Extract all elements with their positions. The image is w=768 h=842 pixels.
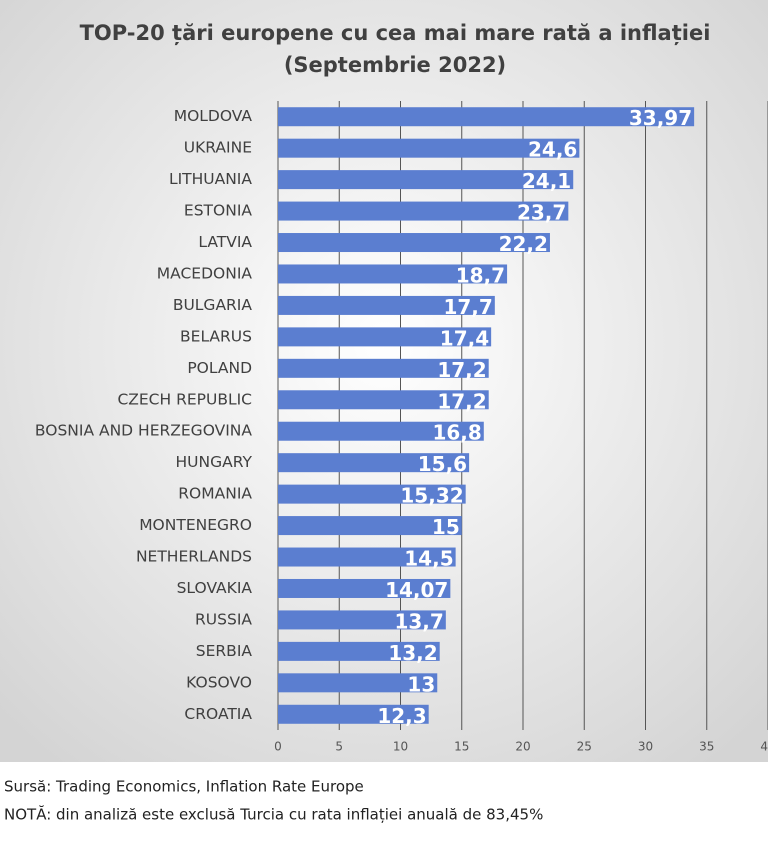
chart-title: TOP-20 țări europene cu cea mai mare rat… [80,21,711,46]
bar [278,516,462,536]
value-label: 17,2 [437,389,486,413]
x-tick-label: 40 [760,740,768,754]
y-tick-label: LATVIA [198,233,252,251]
x-tick-label: 0 [274,740,282,754]
bar [278,641,440,661]
y-tick-label: BOSNIA AND HERZEGOVINA [35,422,252,440]
bar [278,453,470,473]
y-tick-label: ESTONIA [184,202,252,220]
y-tick-label: MOLDOVA [174,107,253,125]
value-label: 24,6 [528,138,577,162]
value-label: 13,7 [394,609,443,633]
x-tick-label: 10 [393,740,408,754]
value-label: 13,2 [388,641,437,665]
value-label: 22,2 [499,232,548,256]
bar [278,107,695,127]
value-label: 14,5 [404,547,453,571]
value-label: 15,32 [400,484,463,508]
footnote: NOTĂ: din analiză este exclusă Turcia cu… [4,805,543,824]
value-label: 16,8 [432,421,481,445]
y-tick-label: BELARUS [180,327,252,345]
y-tick-label: BULGARIA [173,296,253,314]
y-tick-label: HUNGARY [176,453,253,471]
bar [278,295,495,315]
source-note: Sursă: Trading Economics, Inflation Rate… [4,778,364,796]
x-tick-label: 25 [577,740,592,754]
bar [278,484,466,504]
value-label: 17,4 [440,326,489,350]
y-tick-label: MACEDONIA [157,264,253,282]
x-tick-label: 30 [638,740,653,754]
y-tick-label: POLAND [187,359,252,377]
y-tick-label: ROMANIA [178,485,252,503]
y-tick-label: LITHUANIA [169,170,252,188]
bar [278,138,580,158]
y-tick-label: CZECH REPUBLIC [117,390,252,408]
y-tick-label: RUSSIA [195,610,252,628]
value-label: 14,07 [385,578,448,602]
bar [278,547,456,567]
x-tick-label: 5 [335,740,343,754]
bar [278,578,451,598]
value-label: 33,97 [629,106,692,130]
value-label: 17,2 [437,358,486,382]
bar [278,673,438,693]
bar [278,201,569,221]
bar [278,390,489,410]
y-tick-label: SERBIA [196,642,253,660]
bar [278,170,574,190]
bar [278,358,489,378]
value-label: 13 [407,672,435,696]
value-label: 23,7 [517,201,566,225]
y-tick-label: NETHERLANDS [136,548,252,566]
value-label: 12,3 [377,704,426,728]
chart-background [0,0,768,762]
y-tick-label: MONTENEGRO [139,516,252,534]
bar [278,610,446,630]
x-tick-label: 20 [515,740,530,754]
y-tick-label: KOSOVO [186,673,252,691]
y-tick-label: SLOVAKIA [177,579,253,597]
bar [278,327,492,347]
value-label: 15 [432,515,460,539]
value-label: 18,7 [456,263,505,287]
value-label: 17,7 [443,295,492,319]
bar [278,421,484,441]
value-label: 15,6 [418,452,467,476]
y-tick-label: CROATIA [184,705,252,723]
bar [278,264,508,284]
y-tick-label: UKRAINE [184,139,252,157]
x-tick-label: 35 [699,740,714,754]
value-label: 24,1 [522,169,571,193]
x-tick-label: 15 [454,740,469,754]
bar [278,704,429,724]
chart-subtitle: (Septembrie 2022) [284,53,506,77]
bar [278,233,550,253]
